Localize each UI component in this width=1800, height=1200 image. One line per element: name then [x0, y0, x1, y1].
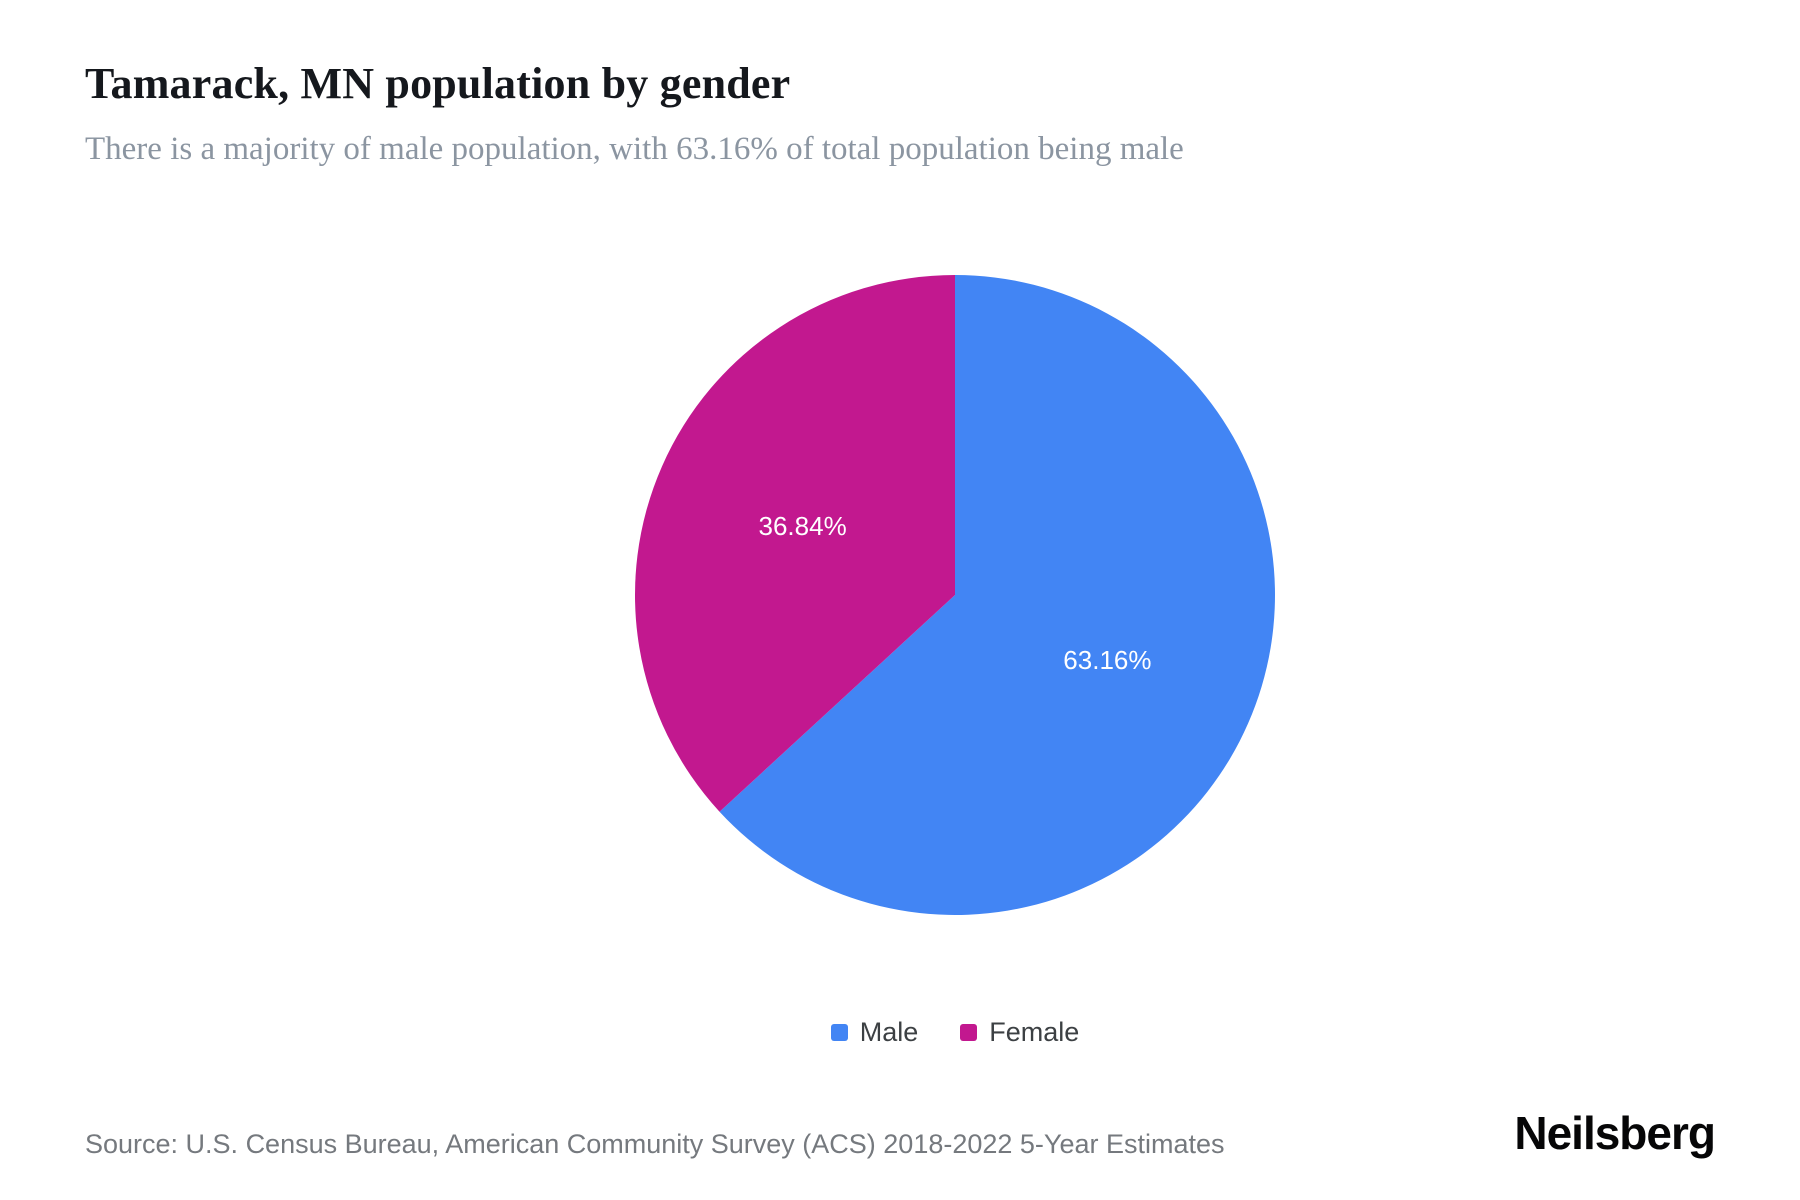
pie-value-label-female: 36.84%: [759, 510, 847, 540]
legend-item-female[interactable]: Female: [960, 1017, 1079, 1048]
legend-swatch-female: [960, 1024, 978, 1041]
source-text: Source: U.S. Census Bureau, American Com…: [85, 1129, 1225, 1159]
pie-slice-male[interactable]: [719, 274, 1275, 915]
brand-logo: Neilsberg: [1514, 1107, 1716, 1159]
pie-chart: 63.16% 36.84%: [634, 274, 1275, 915]
legend-label-male: Male: [859, 1017, 919, 1047]
legend-item-male[interactable]: Male: [830, 1017, 919, 1048]
pie-value-label-male: 63.16%: [1063, 644, 1151, 674]
footer: Source: U.S. Census Bureau, American Com…: [85, 1106, 1716, 1160]
chart-title: Tamarack, MN population by gender: [85, 59, 791, 108]
pie-slice-female[interactable]: [634, 274, 955, 812]
chart-subtitle: There is a majority of male population, …: [85, 131, 1184, 167]
legend-label-female: Female: [989, 1017, 1080, 1047]
chart-area: 63.16% 36.84%: [85, 178, 1715, 1011]
legend-swatch-male: [830, 1024, 848, 1041]
legend: Male Female: [140, 1017, 1770, 1048]
